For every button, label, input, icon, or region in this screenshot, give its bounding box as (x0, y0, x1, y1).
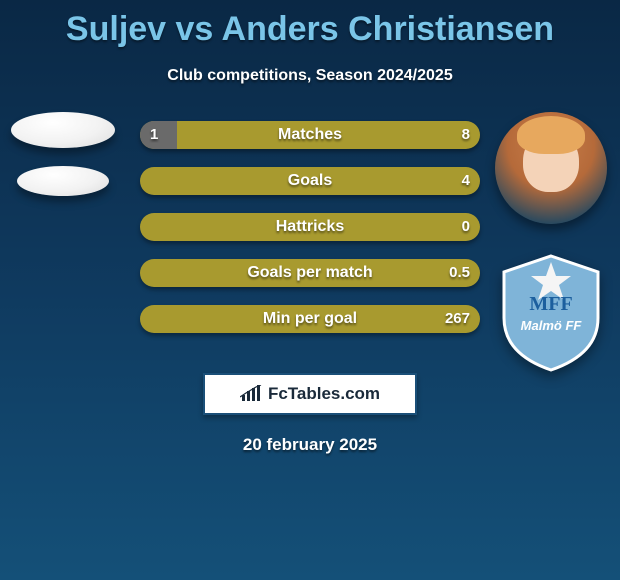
brand-text: FcTables.com (268, 384, 380, 404)
stat-label: Goals per match (140, 259, 480, 287)
stat-right-value: 4 (462, 167, 470, 195)
date-text: 20 february 2025 (0, 435, 620, 455)
placeholder-ellipse-icon (17, 166, 109, 196)
crest-monogram: MFF (529, 293, 572, 315)
stat-right-value: 8 (462, 121, 470, 149)
player-photo (495, 112, 607, 224)
crest-text: Malmö FF (496, 318, 606, 333)
bar-chart-icon (240, 385, 262, 403)
stat-label: Goals (140, 167, 480, 195)
club-crest: MFF Malmö FF (496, 252, 606, 372)
brand-box: FcTables.com (203, 373, 417, 415)
subtitle: Club competitions, Season 2024/2025 (0, 67, 620, 85)
placeholder-ellipse-icon (11, 112, 115, 148)
stat-row-goals: Goals 4 (140, 167, 480, 195)
stat-row-hattricks: Hattricks 0 (140, 213, 480, 241)
stat-label: Hattricks (140, 213, 480, 241)
stat-label: Matches (140, 121, 480, 149)
stat-label: Min per goal (140, 305, 480, 333)
stat-row-goals-per-match: Goals per match 0.5 (140, 259, 480, 287)
stat-right-value: 0 (462, 213, 470, 241)
left-player-column (4, 112, 122, 196)
stat-row-matches: 1 Matches 8 (140, 121, 480, 149)
stat-right-value: 0.5 (449, 259, 470, 287)
stat-right-value: 267 (445, 305, 470, 333)
page-title: Suljev vs Anders Christiansen (0, 0, 620, 49)
right-player-column: MFF Malmö FF (492, 112, 610, 372)
stat-row-min-per-goal: Min per goal 267 (140, 305, 480, 333)
